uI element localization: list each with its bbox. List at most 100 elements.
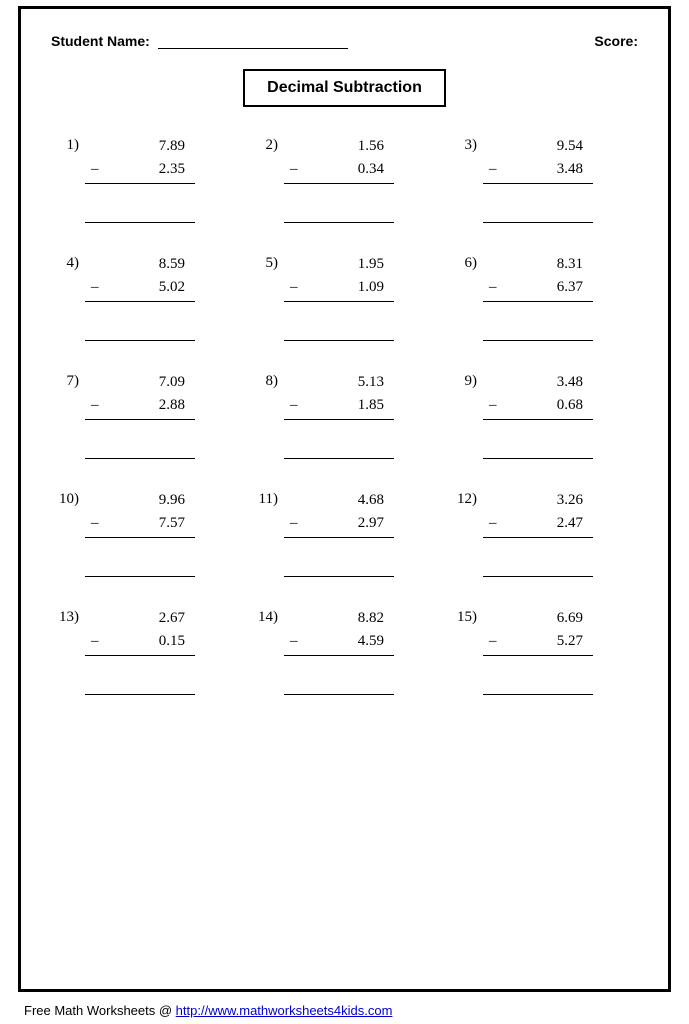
subtrahend-row: –5.27 — [483, 629, 593, 653]
answer-rule[interactable] — [85, 576, 195, 577]
footer-link[interactable]: http://www.mathworksheets4kids.com — [176, 1003, 393, 1018]
equals-rule — [483, 419, 593, 420]
problem: 3)9.54– 3.48 — [449, 135, 638, 223]
minuend: 2.67 — [85, 607, 195, 629]
problem-number: 4) — [51, 253, 85, 272]
subtrahend: 2.97 — [358, 511, 384, 535]
problem: 11)4.68–2.97 — [250, 489, 439, 577]
minus-sign: – — [85, 157, 99, 181]
answer-rule[interactable] — [85, 694, 195, 695]
answer-rule[interactable] — [483, 694, 593, 695]
problem-number: 3) — [449, 135, 483, 154]
minus-sign: – — [284, 275, 298, 299]
subtrahend: 3.48 — [557, 157, 583, 181]
answer-rule[interactable] — [483, 340, 593, 341]
problem-number: 7) — [51, 371, 85, 390]
subtrahend-row: – 2.88 — [85, 393, 195, 417]
subtrahend-row: –2.47 — [483, 511, 593, 535]
problem: 5)1.95–1.09 — [250, 253, 439, 341]
equals-rule — [85, 655, 195, 656]
subtrahend: 5.02 — [159, 275, 185, 299]
minuend: 6.69 — [483, 607, 593, 629]
footer: Free Math Worksheets @ http://www.mathwo… — [24, 1003, 392, 1018]
minus-sign: – — [284, 393, 298, 417]
problem: 15)6.69–5.27 — [449, 607, 638, 695]
answer-rule[interactable] — [85, 340, 195, 341]
name-blank-line[interactable] — [158, 35, 348, 49]
subtrahend-row: –2.97 — [284, 511, 394, 535]
equals-rule — [284, 655, 394, 656]
minuend: 8.82 — [284, 607, 394, 629]
equals-rule — [483, 655, 593, 656]
title-container: Decimal Subtraction — [51, 69, 638, 107]
subtrahend-row: – 1.85 — [284, 393, 394, 417]
equals-rule — [284, 537, 394, 538]
problem-number: 11) — [250, 489, 284, 508]
minus-sign: – — [85, 629, 99, 653]
equals-rule — [483, 183, 593, 184]
problem-body: 8.59–5.02 — [85, 253, 195, 341]
equals-rule — [483, 537, 593, 538]
minuend: 7.09 — [85, 371, 195, 393]
student-name-field: Student Name: — [51, 33, 348, 49]
subtrahend: 2.47 — [557, 511, 583, 535]
problem-body: 9.96– 7.57 — [85, 489, 195, 577]
problem: 10)9.96– 7.57 — [51, 489, 240, 577]
equals-rule — [284, 183, 394, 184]
answer-rule[interactable] — [483, 576, 593, 577]
answer-rule[interactable] — [284, 222, 394, 223]
subtrahend: 2.88 — [159, 393, 185, 417]
minus-sign: – — [85, 511, 99, 535]
answer-rule[interactable] — [284, 694, 394, 695]
problem-body: 9.54– 3.48 — [483, 135, 593, 223]
answer-rule[interactable] — [483, 222, 593, 223]
header-row: Student Name: Score: — [51, 33, 638, 49]
problem-body: 2.67–0.15 — [85, 607, 195, 695]
problem-body: 8.31–6.37 — [483, 253, 593, 341]
problem-number: 12) — [449, 489, 483, 508]
equals-rule — [85, 537, 195, 538]
score-label: Score: — [594, 33, 638, 49]
problem-body: 5.13–1.85 — [284, 371, 394, 459]
equals-rule — [483, 301, 593, 302]
problem-number: 1) — [51, 135, 85, 154]
answer-rule[interactable] — [85, 222, 195, 223]
subtrahend-row: –0.68 — [483, 393, 593, 417]
problem: 2)1.56–0.34 — [250, 135, 439, 223]
subtrahend-row: –5.02 — [85, 275, 195, 299]
minuend: 1.95 — [284, 253, 394, 275]
problem: 7)7.09– 2.88 — [51, 371, 240, 459]
answer-rule[interactable] — [483, 458, 593, 459]
problem-number: 9) — [449, 371, 483, 390]
answer-rule[interactable] — [284, 458, 394, 459]
equals-rule — [85, 419, 195, 420]
subtrahend: 0.68 — [557, 393, 583, 417]
problem: 8)5.13–1.85 — [250, 371, 439, 459]
worksheet-title: Decimal Subtraction — [243, 69, 446, 107]
subtrahend-row: – 7.57 — [85, 511, 195, 535]
minus-sign: – — [483, 157, 497, 181]
problem: 12)3.26–2.47 — [449, 489, 638, 577]
minuend: 3.48 — [483, 371, 593, 393]
problem-number: 10) — [51, 489, 85, 508]
minuend: 9.96 — [85, 489, 195, 511]
problem: 4)8.59–5.02 — [51, 253, 240, 341]
problem-body: 6.69–5.27 — [483, 607, 593, 695]
minus-sign: – — [85, 393, 99, 417]
subtrahend: 6.37 — [557, 275, 583, 299]
equals-rule — [284, 301, 394, 302]
subtrahend-row: –4.59 — [284, 629, 394, 653]
minuend: 9.54 — [483, 135, 593, 157]
subtrahend: 1.85 — [358, 393, 384, 417]
subtrahend-row: – 3.48 — [483, 157, 593, 181]
answer-rule[interactable] — [284, 576, 394, 577]
problem-number: 6) — [449, 253, 483, 272]
subtrahend-row: –0.15 — [85, 629, 195, 653]
subtrahend: 7.57 — [159, 511, 185, 535]
answer-rule[interactable] — [85, 458, 195, 459]
problem-body: 1.95–1.09 — [284, 253, 394, 341]
problem-body: 4.68–2.97 — [284, 489, 394, 577]
subtrahend: 5.27 — [557, 629, 583, 653]
answer-rule[interactable] — [284, 340, 394, 341]
problem-body: 1.56–0.34 — [284, 135, 394, 223]
